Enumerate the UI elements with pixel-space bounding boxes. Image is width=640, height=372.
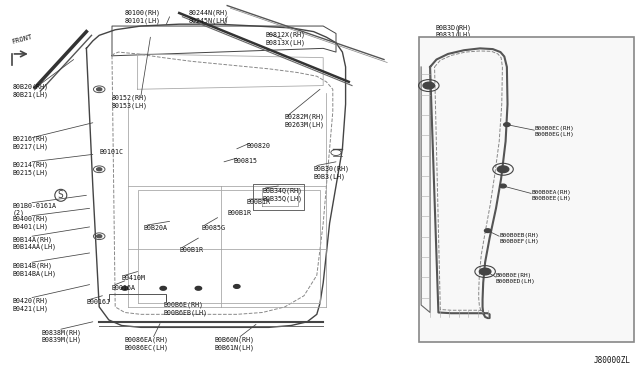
Text: B0214(RH)
B0215(LH): B0214(RH) B0215(LH) (13, 162, 49, 176)
Text: B0B30(RH)
B0B3(LH): B0B30(RH) B0B3(LH) (314, 166, 349, 180)
Text: B0086EA(RH)
B0086EC(LH): B0086EA(RH) B0086EC(LH) (125, 337, 169, 351)
Circle shape (479, 268, 491, 275)
Text: B0B3D(RH)
B0831(LH): B0B3D(RH) B0831(LH) (435, 24, 471, 38)
Text: B0B34Q(RH)
B0B35Q(LH): B0B34Q(RH) B0B35Q(LH) (262, 188, 302, 202)
Text: B01B0-0161A
(2): B01B0-0161A (2) (13, 203, 57, 217)
Text: B0B14A(RH)
B0B14AA(LH): B0B14A(RH) B0B14AA(LH) (13, 236, 57, 250)
Text: B00B0EB(RH)
B00B0EF(LH): B00B0EB(RH) B00B0EF(LH) (499, 232, 539, 244)
Circle shape (483, 270, 490, 273)
Text: B0B60N(RH)
B0B61N(LH): B0B60N(RH) B0B61N(LH) (214, 337, 255, 351)
Text: B00B1R: B00B1R (179, 247, 204, 253)
Text: B00B0E(RH)
B00B0ED(LH): B00B0E(RH) B00B0ED(LH) (496, 273, 536, 285)
Text: S: S (58, 190, 64, 200)
Text: B0216(RH)
B0217(LH): B0216(RH) B0217(LH) (13, 136, 49, 150)
Circle shape (497, 166, 509, 173)
Text: 80B20(RH)
80B21(LH): 80B20(RH) 80B21(LH) (13, 84, 49, 98)
Text: 80244N(RH)
80245N(LH): 80244N(RH) 80245N(LH) (189, 9, 229, 23)
Text: B00815: B00815 (234, 158, 258, 164)
Text: B0B20A: B0B20A (144, 225, 168, 231)
Circle shape (160, 286, 166, 290)
Text: B0400(RH)
B0401(LH): B0400(RH) B0401(LH) (13, 216, 49, 230)
Bar (419, 37, 634, 342)
Text: 80100(RH)
80101(LH): 80100(RH) 80101(LH) (125, 9, 161, 23)
Circle shape (423, 82, 435, 89)
Text: B0101C: B0101C (99, 149, 123, 155)
Circle shape (195, 286, 202, 290)
Text: B00B0EC(RH)
B00B0EG(LH): B00B0EC(RH) B00B0EG(LH) (534, 126, 574, 138)
Text: B0282M(RH)
B0263M(LH): B0282M(RH) B0263M(LH) (285, 113, 325, 128)
Circle shape (500, 184, 506, 188)
Text: B00B1R: B00B1R (227, 210, 251, 216)
Text: B0812X(RH)
B0813X(LH): B0812X(RH) B0813X(LH) (266, 32, 306, 46)
Circle shape (97, 235, 102, 238)
Text: FRONT: FRONT (12, 33, 33, 45)
Text: B00820: B00820 (246, 143, 270, 149)
Text: B0838M(RH)
B0839M(LH): B0838M(RH) B0839M(LH) (42, 329, 82, 343)
Circle shape (484, 229, 491, 232)
Text: B0016A: B0016A (112, 285, 136, 291)
Text: B0B14B(RH)
B0B14BA(LH): B0B14B(RH) B0B14BA(LH) (13, 262, 57, 276)
Circle shape (234, 285, 240, 288)
Text: B00B0EA(RH)
B00B0EE(LH): B00B0EA(RH) B00B0EE(LH) (531, 190, 571, 201)
Text: B0410M: B0410M (122, 275, 146, 281)
Circle shape (122, 286, 128, 290)
Circle shape (97, 168, 102, 171)
Text: B0016J: B0016J (86, 299, 111, 305)
Text: 80152(RH)
80153(LH): 80152(RH) 80153(LH) (112, 95, 148, 109)
Text: B0085G: B0085G (202, 225, 226, 231)
Text: B0420(RH)
B0421(LH): B0420(RH) B0421(LH) (13, 298, 49, 312)
Text: B00B1R: B00B1R (246, 199, 270, 205)
Text: B00B6E(RH)
B00B6EB(LH): B00B6E(RH) B00B6EB(LH) (163, 301, 207, 315)
Circle shape (97, 88, 102, 91)
Text: J80000ZL: J80000ZL (593, 356, 630, 365)
Circle shape (504, 123, 510, 126)
